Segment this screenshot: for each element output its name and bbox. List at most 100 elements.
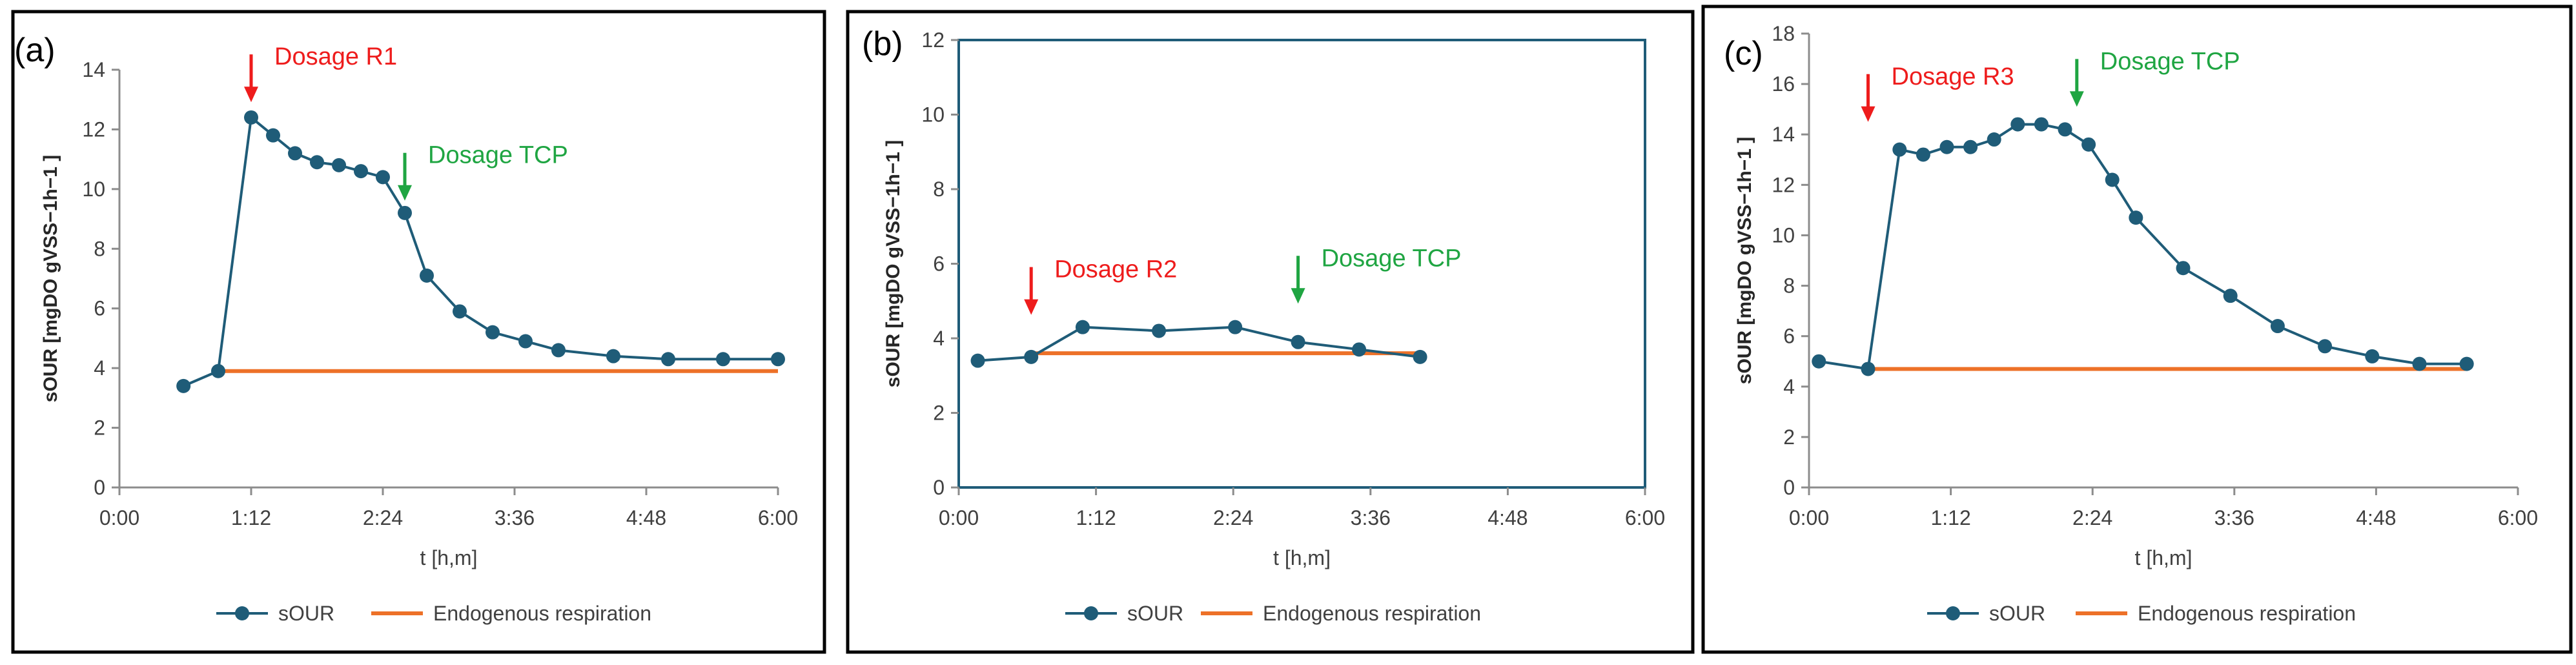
y-tick-label: 16 (1772, 72, 1795, 96)
x-tick-label: 1:12 (1076, 506, 1116, 529)
y-tick-label: 10 (921, 103, 945, 127)
x-tick-label: 4:48 (626, 506, 666, 529)
y-tick-label: 4 (933, 327, 945, 350)
legend-sour-label: sOUR (1989, 602, 2045, 625)
legend-sour-marker (1946, 606, 1960, 620)
dosage-label-red: Dosage R1 (274, 43, 397, 70)
sour-data-point (1987, 132, 2001, 147)
y-tick-label: 0 (933, 476, 945, 499)
sour-data-point (398, 205, 412, 220)
sour-data-point (661, 352, 675, 367)
dosage-arrow-head (398, 185, 412, 201)
y-tick-label: 10 (1772, 223, 1795, 247)
sour-data-point (211, 363, 225, 378)
sour-data-point (606, 349, 620, 363)
sour-data-point (288, 146, 302, 161)
sour-data-point (2034, 117, 2049, 132)
dosage-arrow-head (1861, 106, 1876, 122)
y-tick-label: 12 (82, 118, 105, 141)
legend-sour-label: sOUR (278, 602, 334, 625)
sour-data-point (551, 343, 566, 358)
y-tick-label: 12 (1772, 173, 1795, 196)
sour-data-point (2081, 137, 2096, 152)
y-tick-label: 6 (1783, 325, 1795, 348)
y-tick-label: 2 (94, 416, 105, 440)
x-axis-title: t [h,m] (1273, 546, 1331, 569)
sour-line (977, 325, 1420, 362)
sour-data-point (376, 170, 390, 185)
legend-endogenous-label: Endogenous respiration (433, 602, 651, 625)
x-tick-label: 0:00 (99, 506, 139, 529)
y-tick-label: 10 (82, 178, 105, 201)
dosage-arrow-head (1291, 288, 1305, 304)
y-axis-title: sOUR [mgDO gVSS−1h−1 ] (883, 140, 904, 387)
sour-data-point (1228, 320, 1243, 334)
x-tick-label: 6:00 (758, 506, 798, 529)
x-tick-label: 2:24 (1213, 506, 1253, 529)
y-axis-title: sOUR [mgDO gVSS−1h−1 ] (1734, 137, 1755, 384)
x-axis-title: t [h,m] (420, 546, 478, 569)
y-tick-label: 2 (1783, 425, 1795, 449)
panel-frame (846, 10, 1695, 654)
chart-svg: 0 2 4 6 8 10 12 14 16 18 0:00 1:12 2:24 3:36 4:48 6:00 t… (1701, 5, 2573, 654)
y-tick-label: 0 (94, 476, 105, 499)
panel-label: (a) (14, 32, 56, 69)
sour-data-point (1892, 142, 1907, 157)
y-tick-label: 8 (933, 178, 945, 201)
sour-data-point (2459, 356, 2474, 371)
y-tick-label: 6 (933, 252, 945, 276)
sour-data-point (2318, 339, 2333, 354)
sour-data-point (771, 352, 785, 367)
dosage-arrow-head (244, 87, 258, 103)
x-tick-label: 6:00 (2498, 506, 2538, 529)
dosage-label-red: Dosage R2 (1054, 256, 1177, 283)
sour-data-point (332, 158, 346, 172)
sour-data-point (1861, 362, 1876, 376)
x-tick-label: 2:24 (2072, 506, 2112, 529)
x-axis-title: t [h,m] (2135, 546, 2193, 569)
y-tick-label: 4 (94, 356, 105, 380)
sour-data-point (1963, 139, 1978, 154)
sour-data-point (1939, 139, 1954, 154)
sour-data-point (354, 164, 368, 179)
chart-panel-b: 0 2 4 6 8 10 12 0:00 1:12 2:24 3:36 4:48 6:00 t [h,m]… (843, 0, 1698, 665)
legend-sour-marker (235, 606, 249, 620)
y-tick-label: 8 (1783, 274, 1795, 298)
chart-svg: 0 2 4 6 8 10 12 0:00 1:12 2:24 3:36 4:48 6:00 t [h,m]… (846, 10, 1695, 654)
sour-data-point (2058, 122, 2072, 137)
sour-data-point (453, 304, 467, 319)
sour-data-point (716, 352, 730, 367)
sour-data-point (2412, 356, 2427, 371)
x-tick-label: 0:00 (1789, 506, 1829, 529)
sour-data-point (244, 110, 258, 125)
sour-data-point (2270, 319, 2285, 334)
chart-panel-c: 0 2 4 6 8 10 12 14 16 18 0:00 1:12 2:24 3:36 4:48 6:00 t… (1698, 0, 2576, 665)
x-tick-label: 3:36 (1351, 506, 1391, 529)
x-tick-label: 3:36 (495, 506, 535, 529)
panel-label: (b) (862, 25, 903, 63)
sour-data-point (518, 334, 533, 349)
y-tick-label: 8 (94, 237, 105, 260)
dosage-label-red: Dosage R3 (1892, 63, 2014, 90)
panel-frame (11, 10, 826, 654)
panel-frame (1701, 5, 2573, 654)
dosage-arrow-head (1024, 299, 1039, 315)
y-tick-label: 4 (1783, 375, 1795, 398)
dosage-label-green: Dosage TCP (1322, 245, 1462, 272)
legend-endogenous-label: Endogenous respiration (1263, 602, 1481, 625)
sour-data-point (266, 128, 280, 143)
sour-data-point (2010, 117, 2025, 132)
panel-label: (c) (1724, 35, 1763, 72)
x-tick-label: 2:24 (363, 506, 403, 529)
x-tick-label: 4:48 (2356, 506, 2396, 529)
sour-data-point (2105, 172, 2120, 187)
x-tick-label: 6:00 (1625, 506, 1665, 529)
dosage-arrow-head (2069, 91, 2084, 107)
sour-data-point (2176, 261, 2191, 276)
chart-panel-a: 0 2 4 6 8 10 12 14 0:00 1:12 2:24 3:36 4:48 6:00 t [h,… (0, 0, 839, 665)
sour-data-point (2365, 349, 2380, 363)
sour-data-point (486, 325, 500, 340)
x-tick-label: 4:48 (1487, 506, 1528, 529)
legend-sour-label: sOUR (1127, 602, 1183, 625)
legend-sour-marker (1084, 606, 1098, 620)
